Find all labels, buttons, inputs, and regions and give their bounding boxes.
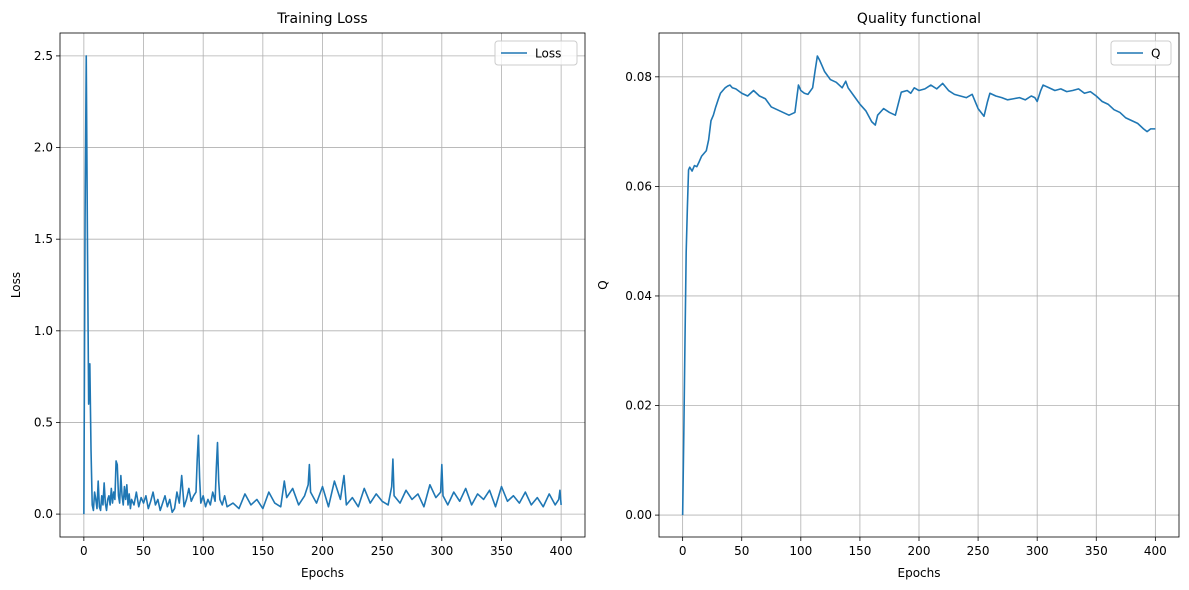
quality-x-tick-label: 400 xyxy=(1144,544,1167,558)
quality-series-line xyxy=(681,55,1156,516)
quality-x-tick-label: 100 xyxy=(789,544,812,558)
loss-y-tick-label: 1.5 xyxy=(34,232,53,246)
quality-x-axis-label: Epochs xyxy=(898,566,941,580)
loss-series-line xyxy=(83,55,562,515)
quality-x-tick-label: 150 xyxy=(848,544,871,558)
quality-chart-panel: 0 50 100 150 200 250 300 350 400 0.00 0.02 0.04 0.06… xyxy=(596,11,1180,580)
loss-x-tick-label: 50 xyxy=(136,544,151,558)
loss-x-tick-label: 200 xyxy=(311,544,334,558)
loss-y-tick-label: 0.0 xyxy=(34,507,53,521)
loss-legend-box xyxy=(494,40,578,66)
quality-y-tick-label: 0.04 xyxy=(625,289,652,303)
loss-chart-panel: 0 50 100 150 200 250 300 350 400 0.0 0.5 1.0 1.5 2.0 2… xyxy=(9,11,586,580)
loss-y-axis-label: Loss xyxy=(9,272,23,298)
loss-legend: Loss xyxy=(494,40,578,66)
loss-x-tick-label: 250 xyxy=(371,544,394,558)
loss-x-tick-label: 0 xyxy=(80,544,88,558)
quality-chart-title: Quality functional xyxy=(857,11,981,27)
quality-x-tick-label: 0 xyxy=(679,544,687,558)
loss-x-axis-label: Epochs xyxy=(301,566,344,580)
loss-x-tick-label: 300 xyxy=(430,544,453,558)
loss-y-tick-label: 0.5 xyxy=(34,415,53,429)
loss-x-tick-label: 150 xyxy=(251,544,274,558)
quality-x-tick-label: 200 xyxy=(908,544,931,558)
quality-x-tick-label: 350 xyxy=(1085,544,1108,558)
quality-legend-label: Q xyxy=(1151,47,1160,61)
loss-y-tick-label: 1.0 xyxy=(34,324,53,338)
loss-y-tick-label: 2.5 xyxy=(34,49,53,63)
loss-chart-title: Training Loss xyxy=(276,11,367,27)
loss-x-tick-label: 350 xyxy=(490,544,513,558)
loss-y-tick-label: 2.0 xyxy=(34,141,53,155)
quality-x-tick-label: 50 xyxy=(734,544,749,558)
loss-legend-label: Loss xyxy=(535,47,561,61)
quality-y-tick-label: 0.02 xyxy=(625,399,652,413)
quality-y-tick-label: 0.08 xyxy=(625,70,652,84)
quality-x-tick-label: 250 xyxy=(967,544,990,558)
quality-y-axis-label: Q xyxy=(596,280,610,289)
quality-legend: Q xyxy=(1110,40,1172,66)
loss-x-tick-label: 100 xyxy=(192,544,215,558)
quality-y-tick-label: 0.00 xyxy=(625,508,652,522)
quality-x-tick-label: 300 xyxy=(1026,544,1049,558)
quality-y-tick-label: 0.06 xyxy=(625,179,652,193)
loss-x-tick-label: 400 xyxy=(550,544,573,558)
